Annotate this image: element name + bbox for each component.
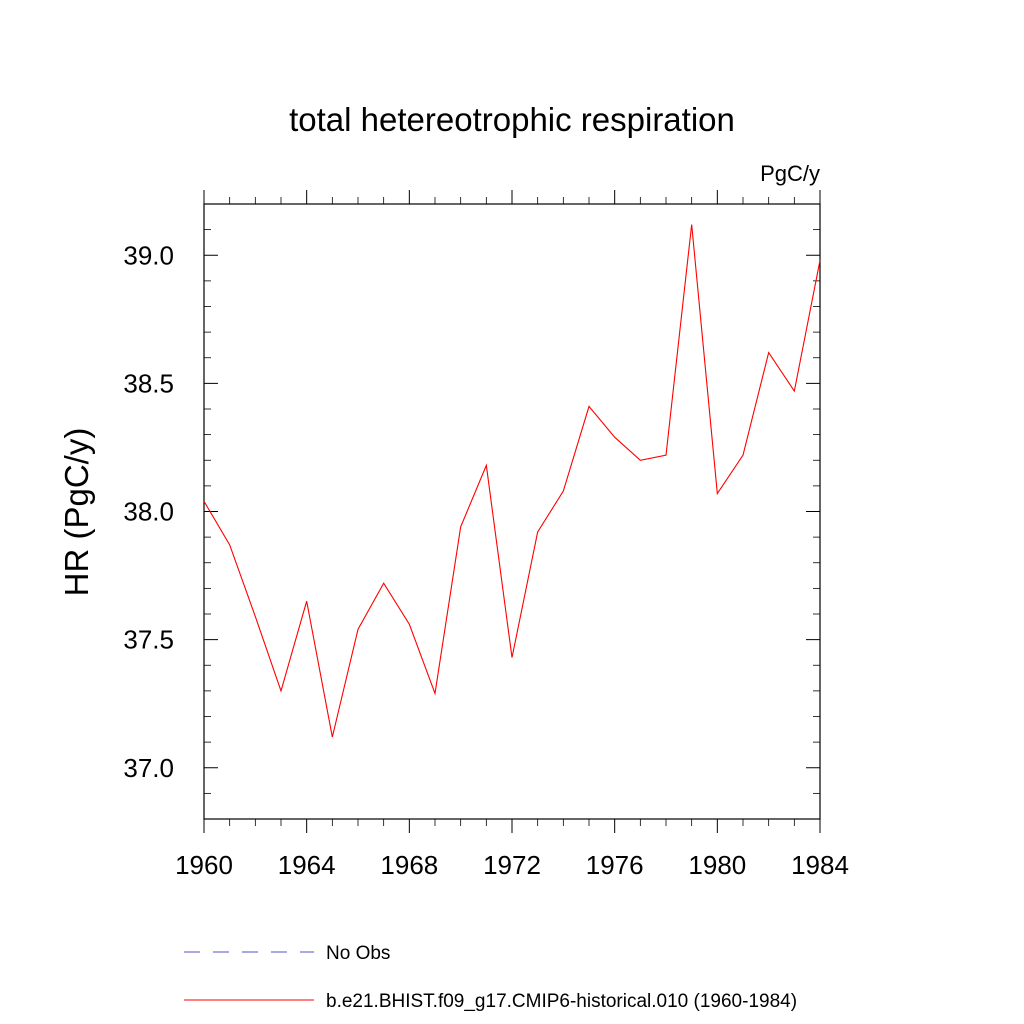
- x-tick-label: 1972: [483, 850, 541, 880]
- axis-ticks: [203, 190, 821, 833]
- y-tick-label: 38.0: [123, 497, 174, 527]
- legend-label: b.e21.BHIST.f09_g17.CMIP6-historical.010…: [326, 991, 797, 1012]
- y-tick-label: 37.5: [123, 625, 174, 655]
- y-tick-label: 39.0: [123, 240, 174, 270]
- series-line: [203, 224, 821, 738]
- plot-frame: [203, 203, 821, 820]
- units-label: PgC/y: [760, 161, 820, 186]
- x-tick-label: 1984: [791, 850, 849, 880]
- y-axis-label: HR (PgC/y): [58, 428, 95, 597]
- tick-labels: 1960 1964 1968 1972 1976 1980 1984 37.0 37.5 38.0…: [123, 240, 849, 880]
- x-tick-label: 1964: [278, 850, 336, 880]
- x-tick-label: 1960: [175, 850, 233, 880]
- chart-title: total hetereotrophic respiration: [289, 101, 735, 138]
- series-layer: [203, 224, 821, 738]
- legend-label: No Obs: [326, 943, 390, 964]
- plot-border: [203, 203, 821, 820]
- x-tick-label: 1980: [688, 850, 746, 880]
- legend: No Obs b.e21.BHIST.f09_g17.CMIP6-historic…: [184, 943, 797, 1012]
- y-tick-label: 38.5: [123, 368, 174, 398]
- y-tick-label: 37.0: [123, 753, 174, 783]
- x-tick-label: 1976: [586, 850, 644, 880]
- x-tick-label: 1968: [380, 850, 438, 880]
